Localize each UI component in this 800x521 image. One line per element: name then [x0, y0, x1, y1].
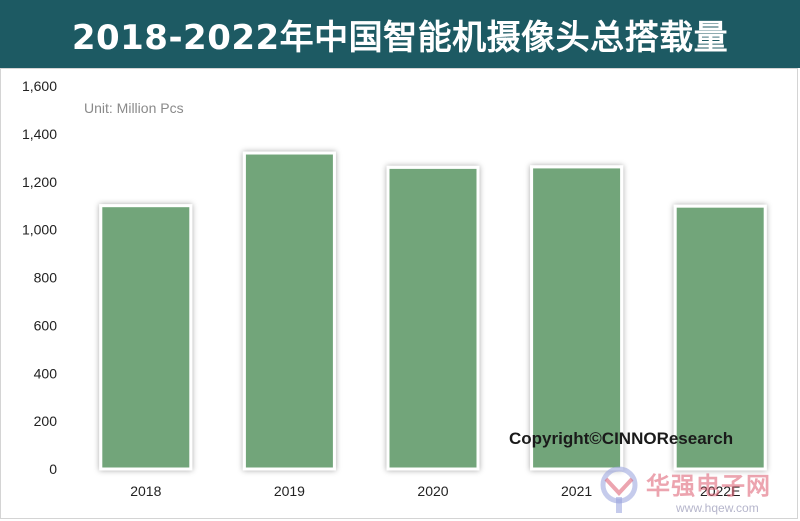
title-banner: 2018-2022年中国智能机摄像头总搭载量 — [0, 0, 800, 68]
x-tick-label: 2021 — [561, 483, 592, 499]
watermark: 华强电子网 www.hqew.com — [596, 462, 792, 518]
y-tick-label: 1,000 — [22, 222, 57, 238]
y-tick-label: 400 — [34, 365, 58, 381]
x-tick-label: 2022E — [700, 483, 740, 499]
y-tick-label: 800 — [34, 270, 58, 286]
watermark-url: www.hqew.com — [676, 500, 759, 515]
x-tick-label: 2020 — [417, 483, 448, 499]
chart-title: 2018-2022年中国智能机摄像头总搭载量 — [71, 17, 729, 58]
x-tick-label: 2018 — [130, 483, 161, 499]
watermark-logo-icon — [600, 466, 638, 513]
chart-frame — [0, 68, 798, 519]
y-tick-label: 600 — [34, 317, 58, 333]
bar-2022E — [673, 204, 767, 471]
bar-2019 — [242, 151, 336, 471]
unit-label: Unit: Million Pcs — [84, 100, 184, 116]
bar-2020 — [386, 165, 480, 471]
bar-2018 — [99, 204, 193, 471]
watermark-name: 华强电子网 — [646, 471, 771, 500]
y-tick-label: 1,200 — [22, 174, 57, 190]
x-tick-label: 2019 — [274, 483, 305, 499]
bar-2021 — [530, 165, 624, 471]
y-tick-label: 200 — [34, 413, 58, 429]
copyright-text: Copyright©CINNOResearch — [509, 429, 734, 448]
y-tick-label: 1,600 — [22, 78, 57, 94]
y-tick-label: 1,400 — [22, 126, 57, 142]
y-tick-label: 0 — [49, 461, 57, 477]
